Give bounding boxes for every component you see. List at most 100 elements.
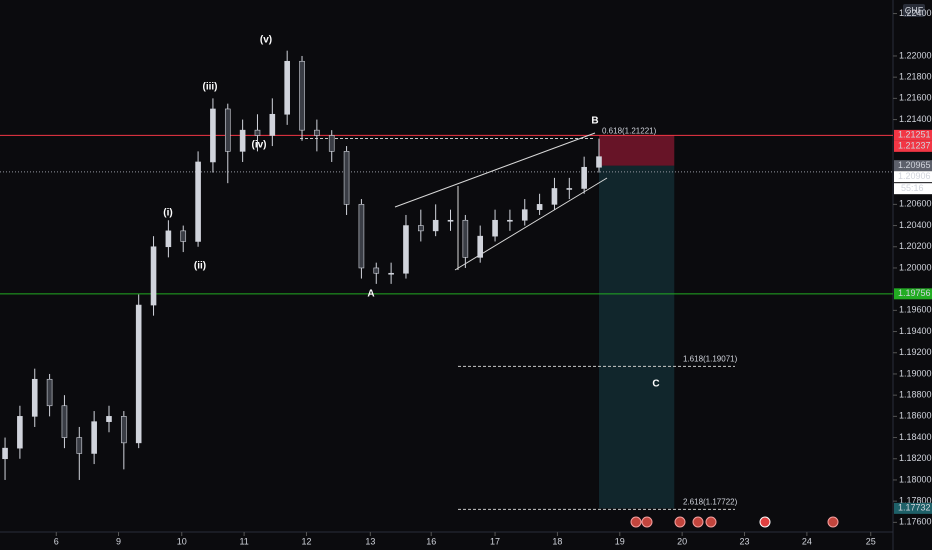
event-icon <box>674 516 686 528</box>
y-tick-label: 1.17600 <box>899 517 932 527</box>
trendline <box>394 132 596 208</box>
fib-label: 2.618(1.17722) <box>683 498 738 507</box>
x-tick-label: 23 <box>740 536 750 546</box>
x-tick-label: 9 <box>116 536 121 546</box>
price-label-bg <box>894 288 932 300</box>
y-tick-label: 1.18000 <box>899 474 932 484</box>
candle-body <box>210 108 216 163</box>
y-tick-label: 1.21400 <box>899 114 932 124</box>
candle-body <box>284 60 290 115</box>
event-icon <box>692 516 704 528</box>
y-tick-label: 1.19600 <box>899 305 932 315</box>
price-label: 1.19756 <box>898 288 931 298</box>
x-tick-label: 17 <box>490 536 500 546</box>
candle-body <box>596 156 602 168</box>
candle-body <box>418 225 424 232</box>
candle-body <box>91 421 97 454</box>
candle-body <box>536 204 543 210</box>
currency: CHF <box>905 5 924 15</box>
candle-body <box>254 129 261 136</box>
y-tick-label: 1.22000 <box>899 50 932 60</box>
wave-label: C <box>652 379 659 390</box>
candle-body <box>135 304 142 444</box>
fib-label: 1.618(1.19071) <box>683 355 738 364</box>
candle-body <box>299 60 305 131</box>
price-label-bg <box>894 171 932 183</box>
price-label-bg <box>894 140 932 152</box>
price-label: 1.17732 <box>898 503 931 513</box>
y-tick-label: 1.21800 <box>899 72 932 82</box>
wave-label: (iv) <box>252 140 267 151</box>
candle-body <box>121 416 127 444</box>
y-tick-label: 1.22400 <box>899 8 932 18</box>
candle-body <box>388 272 394 275</box>
candle-body <box>31 378 38 417</box>
fib-label: 0.618(1.21221) <box>602 127 657 136</box>
y-tick-label: 1.19400 <box>899 326 932 336</box>
x-tick-label: 13 <box>365 536 375 546</box>
y-tick-label: 1.19000 <box>899 368 932 378</box>
candle-body <box>403 225 409 274</box>
price-label-bg <box>894 129 932 141</box>
x-tick-label: 18 <box>552 536 562 546</box>
candle-body <box>581 166 587 189</box>
event-icon <box>641 516 653 528</box>
y-tick-label: 1.18800 <box>899 390 932 400</box>
candle-body <box>314 129 320 136</box>
candle-body <box>477 235 484 258</box>
event-icon <box>630 516 642 528</box>
countdown-bg <box>894 183 932 195</box>
candle-body <box>521 209 528 221</box>
wave-label: (iii) <box>203 82 218 93</box>
x-tick-label: 24 <box>802 536 812 546</box>
price-label: 1.20965 <box>898 160 931 170</box>
candle-body <box>239 129 246 152</box>
candle-body <box>2 447 8 460</box>
wave-label: B <box>591 116 598 127</box>
event-icon <box>705 516 717 528</box>
countdown: 55:16 <box>901 183 924 193</box>
wave-label: (i) <box>163 208 172 219</box>
candle-body <box>447 219 454 222</box>
candle-body <box>358 204 365 269</box>
x-tick-label: 19 <box>615 536 625 546</box>
candle-body <box>507 219 513 222</box>
candle-body <box>17 416 23 449</box>
target-zone <box>598 165 675 509</box>
y-tick-label: 1.18400 <box>899 432 932 442</box>
event-icon <box>759 516 771 528</box>
candle-body <box>61 405 68 438</box>
x-tick-label: 12 <box>301 536 311 546</box>
candle-body <box>46 378 53 407</box>
x-tick-label: 10 <box>177 536 187 546</box>
stop-zone <box>598 135 675 166</box>
x-tick-label: 20 <box>677 536 687 546</box>
candle-body <box>180 230 187 242</box>
candle-body <box>150 246 157 306</box>
price-label: 1.20906 <box>898 171 931 181</box>
y-tick-label: 1.21600 <box>899 93 932 103</box>
price-label-bg <box>894 160 932 172</box>
wave-label: (ii) <box>194 261 206 272</box>
candle-body <box>343 151 350 205</box>
price-label: 1.21237 <box>898 141 931 151</box>
candle-body <box>106 416 112 422</box>
candle-body <box>224 108 231 152</box>
candle-body <box>462 219 469 258</box>
candle-body <box>195 161 201 242</box>
candle-body <box>492 219 498 237</box>
wave-label: (v) <box>260 35 272 46</box>
candle-body <box>165 230 172 248</box>
candle-body <box>328 135 335 152</box>
y-tick-label: 1.20400 <box>899 220 932 230</box>
y-tick-label: 1.20000 <box>899 262 932 272</box>
price-label-bg <box>894 502 932 514</box>
y-tick-label: 1.18200 <box>899 453 932 463</box>
y-tick-label: 1.17800 <box>899 496 932 506</box>
y-tick-label: 1.20600 <box>899 199 932 209</box>
x-tick-label: 6 <box>54 536 59 546</box>
wave-label: A <box>367 289 374 300</box>
y-tick-label: 1.19200 <box>899 347 932 357</box>
